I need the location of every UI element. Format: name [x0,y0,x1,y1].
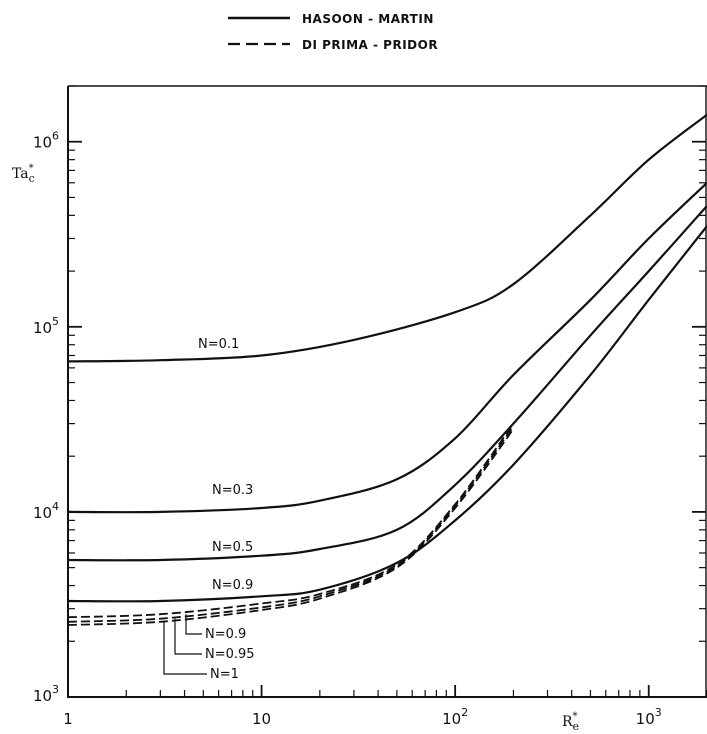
plot-frame [67,85,707,698]
y-tick-label: 106 [33,130,59,152]
x-tick-label: 103 [636,706,662,728]
leader-line [163,621,207,675]
leader-line [185,614,202,635]
curve-label: N=0.9 [205,627,246,642]
curves [67,113,707,626]
curve-label: N=0.3 [212,483,253,498]
x-axis-title: R* e [562,711,579,733]
series-solid-n-0-5 [67,205,707,562]
curve-label: N=0.5 [212,540,253,555]
y-tick-label: 103 [33,683,59,705]
y-tick-label: 104 [33,500,59,522]
x-tick-label: 102 [442,706,468,728]
axis-titles: Ta* c R* e [12,163,579,733]
x-tick-label: 1 [63,710,73,728]
leader-line [174,618,202,655]
series-solid-n-0-3 [67,182,707,514]
curve-labels: N=0.1 N=0.3 N=0.5 N=0.9 N=0.9 N=0.95 N=1 [163,337,255,682]
axis-ticks: 1 10 102 103 103 104 105 106 [33,85,707,728]
legend-label: HASOON - MARTIN [302,12,434,26]
series-dashed-n-1 [67,428,515,626]
y-axis-title: Ta* c [12,163,35,185]
curve-label: N=0.1 [198,337,239,352]
legend: HASOON - MARTIN DI PRIMA - PRIDOR [228,12,438,52]
series-solid-n-0-9 [67,225,707,603]
x-tick-label: 10 [252,710,271,728]
curve-label: N=1 [210,667,239,682]
series-dashed-n-0-95 [67,425,515,623]
series-solid-n-0-1 [67,113,707,363]
curve-label: N=0.9 [212,578,253,593]
axis-lines [67,86,707,698]
legend-label: DI PRIMA - PRIDOR [302,38,438,52]
curve-label: N=0.95 [205,647,255,662]
series-dashed-n-0-9 [67,423,515,619]
y-tick-label: 105 [33,315,59,337]
